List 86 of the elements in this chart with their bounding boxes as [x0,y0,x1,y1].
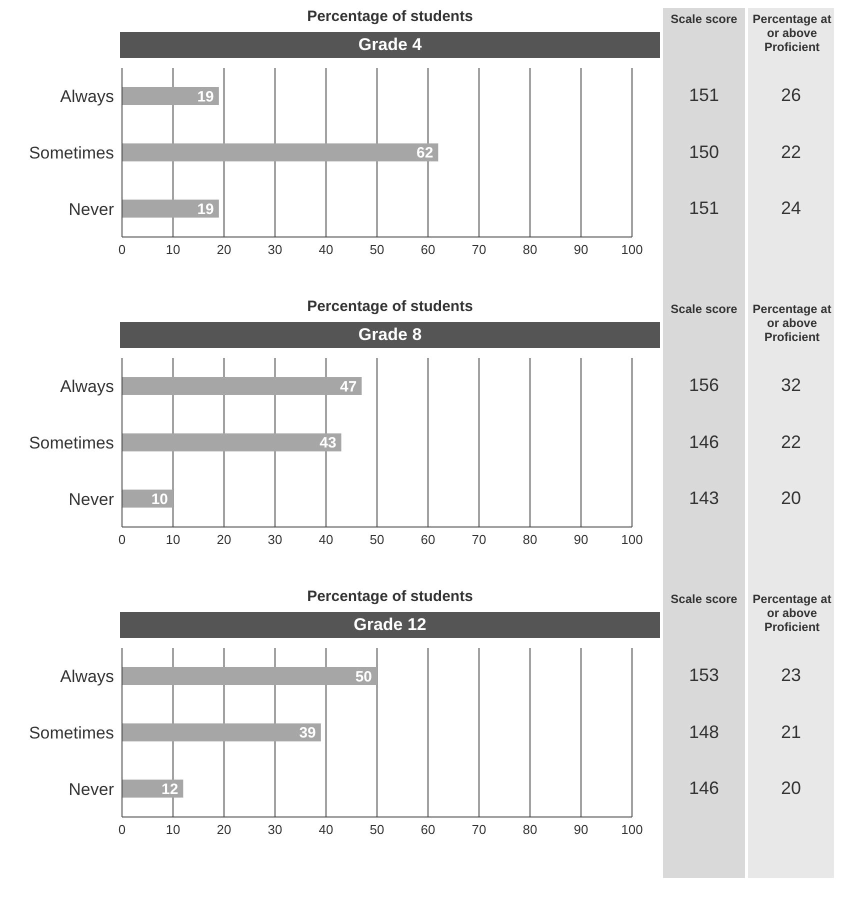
x-tick-label: 100 [621,532,643,548]
data-label: 19 [197,88,214,106]
text: 21 [780,722,802,742]
chart-title: Percentage of students [306,8,474,25]
x-tick-label: 10 [166,532,180,548]
text: 151 [688,198,720,219]
x-tick-label: 50 [370,242,384,258]
bar [122,667,377,685]
text: 24 [780,198,802,219]
x-tick-label: 40 [318,822,334,838]
text: Scale score [670,12,738,26]
chart-subtitle: Grade 12 [120,612,660,638]
y-tick-label: Always [60,667,114,686]
text: 32 [780,375,802,396]
x-tick-label: 30 [268,532,282,548]
x-tick-label: 100 [621,822,643,838]
text: 143 [688,488,720,509]
data-label: 39 [299,724,316,742]
text: 20 [780,488,802,509]
y-tick-label: Always [60,87,114,106]
text: 22 [780,142,802,162]
chart-subtitle: Grade 4 [120,32,660,58]
x-tick-label: 30 [268,242,282,258]
text: 148 [688,722,720,742]
x-tick-label: 60 [420,532,436,548]
x-tick-label: 10 [166,242,180,258]
data-label: 43 [320,434,336,452]
text: 146 [688,432,720,452]
text: 20 [780,778,802,799]
x-tick-label: 20 [216,242,232,258]
chart-title: Percentage of students [306,298,474,315]
bar [122,433,342,452]
x-tick-label: 10 [166,822,180,838]
data-label: 47 [340,378,357,396]
x-tick-label: 90 [574,822,588,838]
x-tick-label: 70 [472,242,486,258]
x-tick-label: 20 [216,532,232,548]
x-tick-label: 30 [268,822,282,838]
x-tick-label: 0 [118,822,126,838]
x-tick-label: 20 [216,822,232,838]
text: 153 [688,665,720,686]
y-tick-label: Always [60,377,114,396]
text: Percentage at or above Proficient [752,302,832,344]
bar [122,723,321,742]
x-tick-label: 0 [118,242,126,258]
text: Percentage at or above Proficient [752,12,832,54]
text: Percentage at or above Proficient [752,592,832,634]
chart-subtitle: Grade 8 [120,322,660,348]
text: Scale score [670,302,738,316]
x-tick-label: 70 [472,822,486,838]
bar [122,377,362,395]
y-tick-label: Sometimes [28,724,114,743]
y-tick-label: Never [68,490,114,509]
data-label: 19 [197,200,214,218]
y-tick-label: Sometimes [28,434,114,453]
chart-title: Percentage of students [306,588,474,605]
x-tick-label: 50 [370,532,384,548]
x-tick-label: 40 [318,532,334,548]
x-tick-label: 60 [420,242,436,258]
x-tick-label: 40 [318,242,334,258]
x-tick-label: 0 [118,532,126,548]
text: 156 [688,375,720,396]
text: 26 [780,85,802,106]
data-label: 50 [355,668,372,686]
text: 22 [780,432,802,452]
text: 150 [688,142,720,162]
x-tick-label: 50 [370,822,384,838]
y-tick-label: Sometimes [28,144,114,163]
data-label: 10 [151,490,168,508]
bar [122,780,184,798]
y-tick-label: Never [68,200,114,219]
x-tick-label: 60 [420,822,436,838]
x-tick-label: 100 [621,242,643,258]
x-tick-label: 80 [522,242,538,258]
x-tick-label: 90 [574,532,588,548]
text: Scale score [670,592,738,606]
x-tick-label: 80 [522,822,538,838]
text: 151 [688,85,720,106]
x-tick-label: 80 [522,532,538,548]
x-tick-label: 90 [574,242,588,258]
data-label: 62 [416,144,434,162]
data-label: 12 [162,780,178,798]
y-tick-label: Never [68,780,114,799]
text: 146 [688,778,720,799]
x-tick-label: 70 [472,532,486,548]
text: 23 [780,665,802,686]
